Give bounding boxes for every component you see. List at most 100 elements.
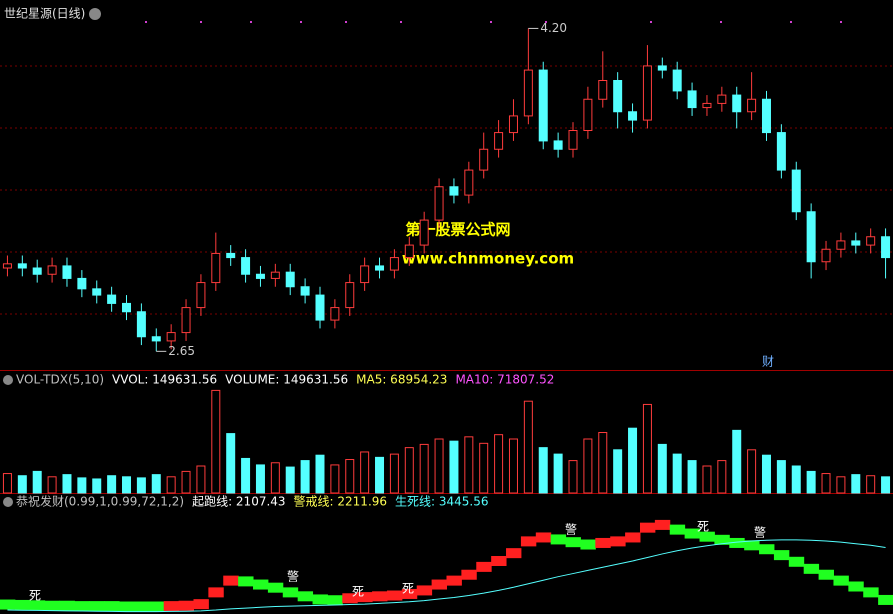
dot <box>720 21 722 23</box>
signal-block <box>267 582 284 593</box>
candle-body <box>404 244 414 259</box>
candle-body <box>672 69 682 92</box>
signal-block <box>327 595 343 606</box>
candle-body <box>836 240 846 250</box>
signal-block <box>759 544 775 555</box>
volume-bar <box>776 460 786 494</box>
signal-block <box>684 528 701 539</box>
signal-block <box>357 592 373 603</box>
signal-block <box>863 587 879 598</box>
volume-bar <box>2 473 12 494</box>
legend-entry: VVOL: 149631.56 <box>112 373 217 387</box>
dot <box>490 21 492 23</box>
signal-block <box>476 561 492 572</box>
volume-bar <box>523 400 533 494</box>
signal-block <box>253 579 269 590</box>
legend-entry: 生死线: 3445.56 <box>395 495 488 509</box>
signal-block <box>431 579 447 590</box>
candle-body <box>761 98 771 134</box>
signal-block <box>297 591 314 602</box>
candle-body <box>389 257 399 271</box>
volume-bar <box>181 470 191 494</box>
chart-title: 世纪星源(日线) <box>4 7 85 21</box>
volume-bar <box>836 476 846 494</box>
volume-bar <box>806 470 816 494</box>
signal-block <box>446 575 462 586</box>
legend-entry: 起跑线: 2107.43 <box>192 495 285 509</box>
candle-body <box>642 65 652 121</box>
candle-body <box>47 265 57 275</box>
candle-body <box>866 236 876 246</box>
volume-bar <box>270 462 280 494</box>
volume-bar <box>196 465 206 494</box>
volume-bar <box>92 478 102 494</box>
volume-bar <box>360 451 370 494</box>
volume-bar <box>375 456 385 494</box>
signal-label: 警 <box>754 525 766 540</box>
volume-bar <box>17 475 27 494</box>
volume-bar <box>747 449 757 494</box>
volume-bar <box>657 443 667 494</box>
signal-block <box>550 534 567 545</box>
volume-bar <box>672 453 682 494</box>
volume-bar <box>702 465 712 494</box>
candle-body <box>702 102 712 109</box>
dot <box>650 21 652 23</box>
volume-bar <box>598 432 608 494</box>
legend-entry: VOLUME: 149631.56 <box>225 373 348 387</box>
signal-block <box>133 601 150 612</box>
volume-bar <box>434 438 444 494</box>
candle-body <box>32 267 42 275</box>
candle-body <box>330 307 340 321</box>
dot <box>145 21 147 23</box>
menu-icon[interactable] <box>3 375 13 385</box>
signal-block <box>878 594 893 605</box>
menu-icon[interactable] <box>3 497 13 507</box>
volume-bar <box>687 460 697 494</box>
candle-body <box>717 94 727 104</box>
signal-block <box>729 537 745 548</box>
candle-body <box>92 288 102 296</box>
legend-entry: MA5: 68954.23 <box>356 373 447 387</box>
volume-bar <box>211 389 221 494</box>
signal-block <box>163 601 180 612</box>
candle-body <box>241 257 251 275</box>
volume-bar <box>628 427 638 494</box>
candle-body <box>122 302 132 313</box>
candle-body <box>255 273 265 279</box>
dot <box>300 21 302 23</box>
candle-body <box>151 336 161 342</box>
signal-block <box>282 587 299 598</box>
candle-body <box>791 169 801 213</box>
menu-icon[interactable] <box>89 8 101 20</box>
volume-bar <box>151 474 161 494</box>
signal-block <box>29 600 46 611</box>
volume-bar <box>732 429 742 494</box>
legend-entry: VOL-TDX(5,10) <box>16 373 104 387</box>
signal-block <box>714 534 730 545</box>
signal-block <box>803 563 820 574</box>
legend-entry: 警戒线: 2211.96 <box>294 494 387 509</box>
signal-block <box>312 594 328 605</box>
signal-block <box>535 532 552 543</box>
candle-body <box>375 265 385 271</box>
signal-block <box>372 591 388 602</box>
candle-body <box>181 307 191 334</box>
signal-block <box>491 556 507 566</box>
signal-block <box>610 536 626 547</box>
dot <box>790 21 792 23</box>
watermark: www.chnmoney.com <box>402 250 574 268</box>
high-label: 4.20 <box>540 21 567 35</box>
signal-block <box>148 601 165 612</box>
candle-body <box>821 248 831 263</box>
signal-block <box>773 550 790 561</box>
candle-body <box>583 98 593 131</box>
signal-block <box>178 600 194 611</box>
dot <box>200 21 202 23</box>
watermark: 第一股票公式网 <box>405 221 510 239</box>
candle-body <box>270 271 280 279</box>
candle-body <box>881 236 891 259</box>
signal-block <box>654 519 671 530</box>
